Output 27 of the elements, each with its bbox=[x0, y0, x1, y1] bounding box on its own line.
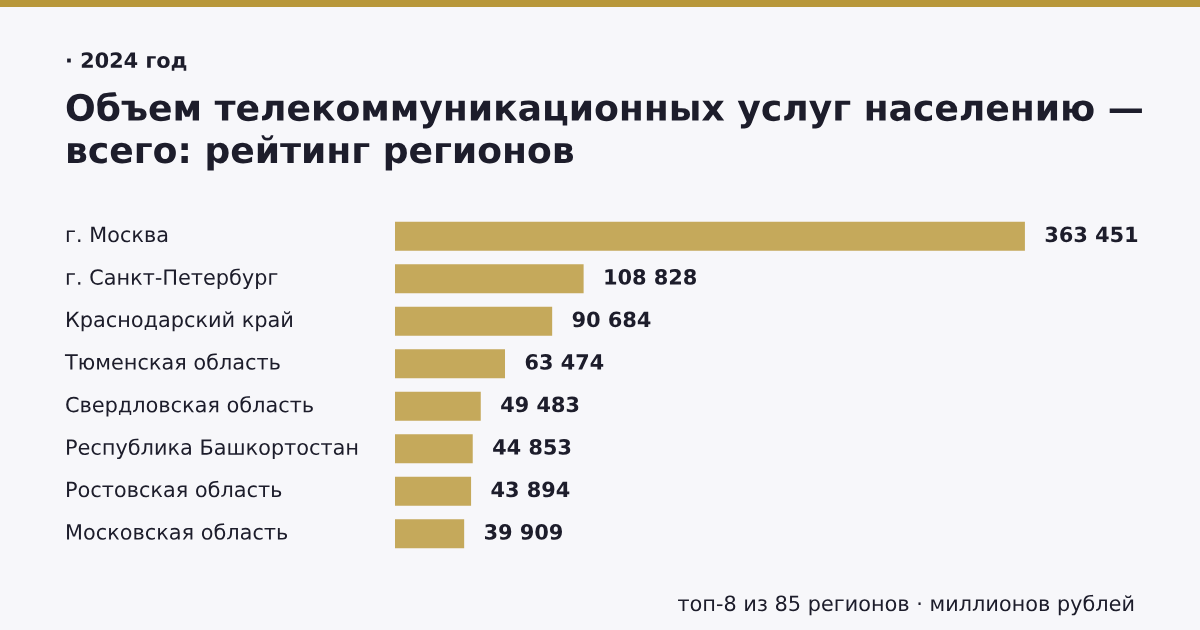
bar bbox=[395, 306, 553, 336]
bar bbox=[395, 434, 473, 464]
bar bbox=[395, 349, 506, 379]
chart-title: Объем телекоммуникационных услуг населению — всего: рейтинг регионов bbox=[66, 92, 1142, 171]
data-label: 108 828 bbox=[605, 269, 696, 285]
data-label: 90 684 bbox=[572, 311, 651, 328]
bar bbox=[395, 519, 465, 549]
data-label: 363 451 bbox=[1045, 226, 1138, 243]
text: топ-8 из 85 регионов · миллионов рублей bbox=[678, 594, 1134, 616]
y-tick-label: Краснодарский край bbox=[67, 311, 292, 332]
bar bbox=[395, 391, 481, 421]
y-tick-label: г. Москва bbox=[66, 226, 168, 243]
data-label: 63 474 bbox=[525, 354, 604, 370]
bar bbox=[395, 264, 584, 294]
data-label: 44 853 bbox=[493, 439, 571, 455]
y-tick-label: Республика Башкортостан bbox=[67, 438, 358, 460]
data-label: 49 483 bbox=[501, 396, 579, 413]
y-tick-label: Московская область bbox=[67, 523, 288, 540]
y-tick-label: Ростовская область bbox=[67, 480, 282, 498]
bar bbox=[395, 221, 1025, 251]
text: · 2024 год bbox=[67, 52, 187, 71]
y-tick-label: Свердловская область bbox=[66, 395, 313, 417]
data-label: 43 894 bbox=[491, 481, 570, 498]
y-tick-label: Тюменская область bbox=[64, 353, 280, 370]
bar bbox=[395, 476, 472, 506]
data-label: 39 909 bbox=[485, 524, 563, 540]
y-tick-label: г. Санкт-Петербург bbox=[66, 268, 278, 290]
